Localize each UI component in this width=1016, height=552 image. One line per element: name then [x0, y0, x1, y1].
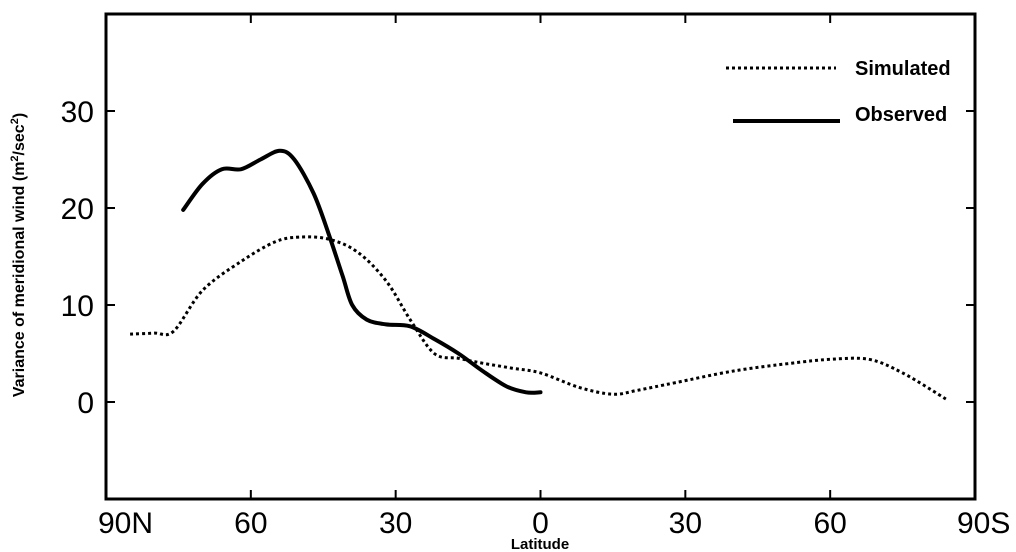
x-tick-label: 60 [234, 507, 267, 540]
legend-item-simulated: Simulated [726, 58, 951, 80]
x-tick-label: 30 [669, 507, 702, 540]
x-tick-label: 90S [957, 507, 1010, 540]
y-axis-ticks: 0 10 20 30 [61, 96, 975, 420]
series-line-observed [181, 148, 543, 395]
plot-border [104, 12, 977, 501]
legend-label-observed: Observed [855, 104, 947, 126]
y-axis-title: Variance of meridional wind (m2/sec2) [9, 113, 28, 397]
legend-label-simulated: Simulated [855, 58, 951, 80]
x-tick-label: 60 [813, 507, 846, 540]
x-axis-title: Latitude [511, 536, 569, 552]
y-tick-label: 10 [61, 290, 94, 323]
series-layer [130, 148, 947, 401]
y-tick-label: 30 [61, 96, 94, 129]
x-tick-label: 30 [379, 507, 412, 540]
x-tick-label: 0 [532, 507, 549, 540]
x-axis-ticks: 90N 60 30 0 30 60 90S [98, 14, 1010, 540]
y-tick-label: 0 [77, 387, 94, 420]
legend: Simulated Observed [726, 58, 951, 126]
y-tick-label: 20 [61, 193, 94, 226]
plot-frame [104, 12, 977, 501]
series-line-simulated [130, 235, 947, 401]
legend-item-observed: Observed [733, 104, 947, 126]
x-tick-label: 90N [98, 507, 153, 540]
